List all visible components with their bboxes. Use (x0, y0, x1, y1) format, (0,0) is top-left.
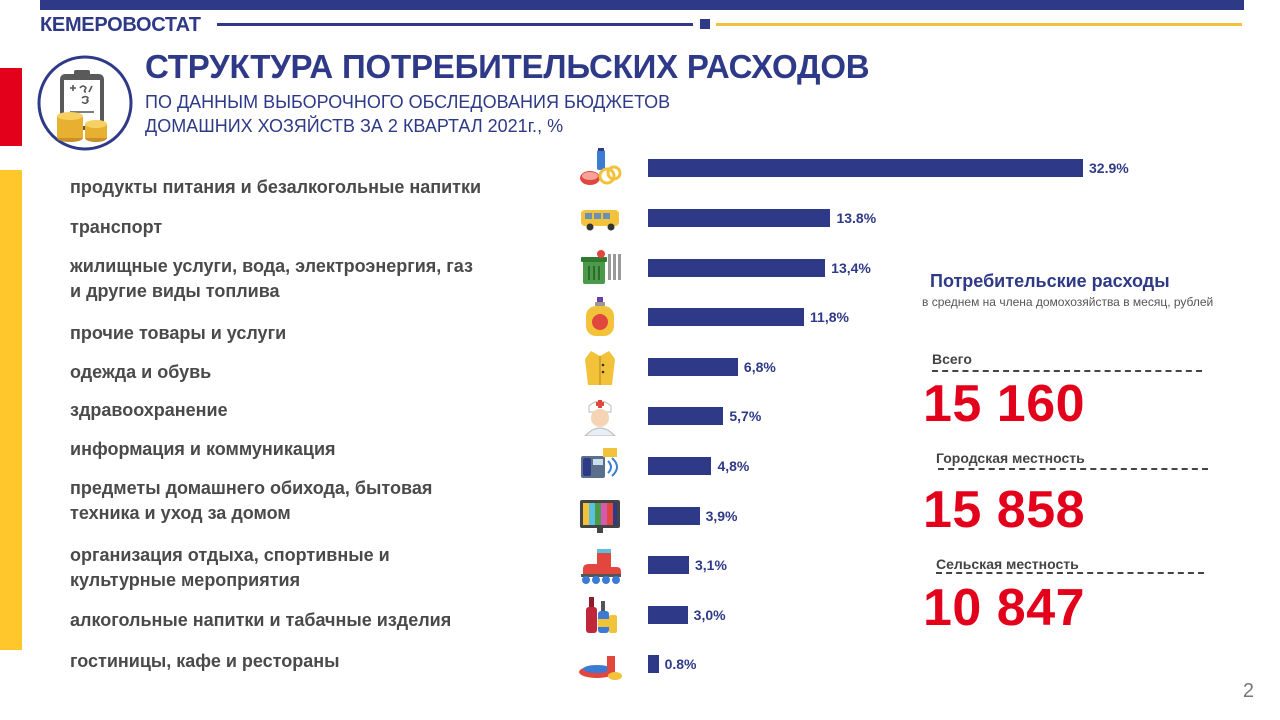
header-rule-yellow (716, 23, 1242, 26)
bar-value-label: 5,7% (729, 408, 762, 424)
bar-value-label: 4,8% (717, 458, 750, 474)
bar-value-label: 13.8% (836, 210, 877, 226)
chart-bar (648, 457, 712, 475)
stat-label-urban: Городская местность (936, 450, 1085, 466)
roller-skate-icon (577, 545, 623, 585)
stat-value-urban: 15 858 (923, 481, 1086, 539)
bar-value-label: 3,9% (705, 508, 738, 524)
phone-icon (577, 446, 623, 486)
chart-bar (648, 308, 805, 326)
chart-bar (648, 209, 831, 227)
clipboard-coins-icon (37, 55, 133, 151)
bar-value-label: 3,1% (694, 557, 727, 573)
category-label: продукты питания и безалкогольные напитк… (70, 177, 482, 197)
groceries-icon (577, 148, 623, 188)
stat-divider-urban (938, 468, 1208, 470)
category-label: предметы домашнего обихода, бытовая техн… (70, 478, 433, 523)
page-title: СТРУКТУРА ПОТРЕБИТЕЛЬСКИХ РАСХОДОВ (145, 48, 870, 85)
bar-value-label: 0.8% (664, 656, 697, 672)
spending-panel-title: Потребительские расходы (930, 271, 1170, 291)
coat-icon (577, 347, 623, 387)
spending-panel-subtitle: в среднем на члена домохозяйства в месяц… (922, 295, 1214, 309)
bus-icon (577, 198, 623, 238)
category-label: транспорт (70, 217, 163, 237)
bar-value-label: 11,8% (810, 309, 849, 325)
chart-bar (648, 556, 689, 574)
chart-bar (648, 507, 700, 525)
category-label: гостиницы, кафе и рестораны (70, 651, 340, 671)
category-label: прочие товары и услуги (70, 323, 287, 343)
bar-value-label: 32.9% (1089, 160, 1129, 176)
stat-value-rural: 10 847 (923, 579, 1086, 637)
chart-bar (648, 159, 1083, 177)
side-accent-red (0, 68, 22, 146)
stat-divider-total (932, 370, 1202, 372)
chart-bar (648, 407, 724, 425)
chart-bar (648, 358, 738, 376)
brand-logo-text: КЕМЕРОВОСТАТ (40, 14, 201, 36)
header-rule-blue (217, 23, 693, 26)
header-rule-square (700, 19, 710, 29)
perfume-icon (577, 297, 623, 337)
top-band (40, 0, 1244, 10)
page-subtitle: ПО ДАННЫМ ВЫБОРОЧНОГО ОБСЛЕДОВАНИЯ БЮДЖЕ… (145, 92, 671, 136)
bottles-icon (577, 595, 623, 635)
category-label: здравоохранение (70, 400, 228, 420)
stat-divider-rural (936, 572, 1204, 574)
category-label: жилищные услуги, вода, электроэнергия, г… (70, 256, 473, 301)
utilities-icon (577, 248, 623, 288)
bar-value-label: 13,4% (831, 260, 871, 276)
category-label: организация отдыха, спортивные и культур… (70, 545, 390, 590)
chart-bar (648, 606, 688, 624)
page-number: 2 (1242, 680, 1254, 702)
category-label: одежда и обувь (70, 362, 212, 382)
stat-label-rural: Сельская местность (936, 556, 1079, 572)
chart-bar (648, 259, 826, 277)
stat-label-total: Всего (932, 351, 972, 367)
bar-value-label: 6,8% (743, 359, 776, 375)
side-accent-yellow (0, 170, 22, 650)
bar-value-label: 3,0% (693, 607, 726, 623)
stat-value-total: 15 160 (923, 375, 1086, 433)
category-label: алкогольные напитки и табачные изделия (70, 610, 452, 630)
chart-bar (648, 655, 659, 673)
nurse-icon (577, 396, 623, 437)
dinner-plate-icon (577, 644, 623, 684)
tv-icon (577, 496, 623, 536)
category-label: информация и коммуникация (70, 439, 336, 459)
